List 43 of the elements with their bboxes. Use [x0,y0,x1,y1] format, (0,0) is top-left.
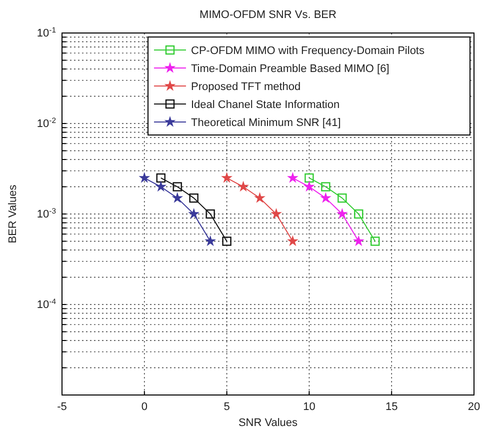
point [338,193,347,203]
point [270,208,282,219]
point [172,182,182,192]
point [155,180,167,192]
x-tick-label: 15 [385,401,398,414]
y-axis-title: BER Values [7,184,19,244]
point [156,173,166,183]
point [304,173,314,183]
point [336,208,348,219]
point [320,192,332,203]
point [287,172,298,183]
point [254,192,266,203]
point [370,236,380,246]
y-tick-label: 10$^{-1}$ [36,25,56,40]
x-tick-label: 10 [303,401,316,414]
x-tick-label: 5 [224,401,230,414]
legend-label: Proposed TFT method [191,81,301,93]
point [172,192,184,203]
legend-label: CP-OFDM MIMO with Frequency-Domain Pilots [191,45,425,57]
point [222,236,232,246]
point [221,172,232,183]
y-tick-label: 10$^{-4}$ [36,296,57,312]
x-tick-label: -5 [57,401,67,414]
y-tick-label: 10$^{-2}$ [36,116,56,130]
x-tick-label: 0 [141,401,148,414]
point [238,180,249,192]
y-tick-label: 10$^{-3}$ [36,206,56,221]
legend-label: Theoretical Minimum SNR [41] [191,117,341,129]
point [188,208,200,219]
point [138,172,150,183]
x-tick-label: 20 [468,401,480,414]
point [189,193,198,203]
point [304,180,315,192]
point [321,182,330,192]
point [287,235,298,246]
point [206,209,215,219]
point [352,235,364,246]
point [204,235,216,246]
legend-label: Ideal Chanel State Information [191,99,340,111]
chart-title: MIMO-OFDM SNR Vs. BER [200,9,336,21]
legend-label: Time-Domain Preamble Based MIMO [6] [191,63,390,75]
point [354,209,364,219]
x-axis-title: SNR Values [238,417,298,429]
